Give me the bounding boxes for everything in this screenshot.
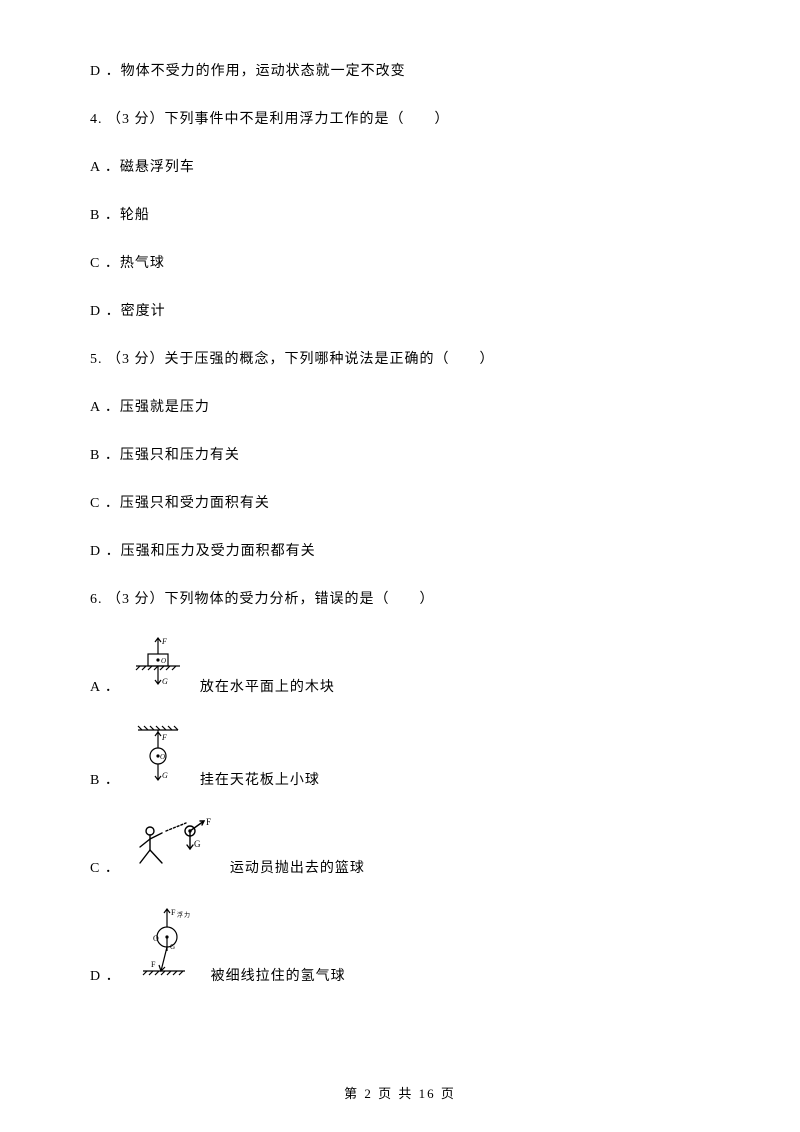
svg-text:G: G xyxy=(162,677,169,686)
q6-opt-a-marker: A ． xyxy=(90,676,120,696)
q6-opt-b: B ． F xyxy=(90,724,710,789)
q6-opt-c-marker: C ． xyxy=(90,857,120,877)
q5-opt-a: A ．压强就是压力 xyxy=(90,396,710,416)
svg-text:O: O xyxy=(153,934,160,943)
svg-text:F: F xyxy=(161,733,168,742)
q6-opt-c: C ． xyxy=(90,817,710,877)
q6-opt-b-text: 挂在天花板上小球 xyxy=(200,769,320,789)
q6-opt-d-marker: D ． xyxy=(90,965,121,985)
q6-stem: 6. （3 分）下列物体的受力分析，错误的是（ ） xyxy=(90,588,710,608)
q4-opt-a: A ．磁悬浮列车 xyxy=(90,156,710,176)
hanging-ball-diagram: F O G xyxy=(128,724,188,789)
q5-opt-b: B ．压强只和压力有关 xyxy=(90,444,710,464)
q4-stem: 4. （3 分）下列事件中不是利用浮力工作的是（ ） xyxy=(90,108,710,128)
q4-opt-b: B ．轮船 xyxy=(90,204,710,224)
svg-text:F: F xyxy=(151,960,156,969)
q6-opt-a-text: 放在水平面上的木块 xyxy=(200,676,335,696)
svg-text:G: G xyxy=(170,943,176,951)
svg-text:F: F xyxy=(171,908,176,917)
q5-stem: 5. （3 分）关于压强的概念，下列哪种说法是正确的（ ） xyxy=(90,348,710,368)
thrown-ball-diagram: F G xyxy=(128,817,218,877)
svg-text:O: O xyxy=(161,657,167,665)
q6-opt-b-marker: B ． xyxy=(90,769,120,789)
svg-text:G: G xyxy=(194,839,202,849)
svg-text:浮力: 浮力 xyxy=(177,911,191,919)
page-footer: 第 2 页 共 16 页 xyxy=(0,1083,800,1102)
block-on-surface-diagram: F O G xyxy=(128,636,188,696)
q5-opt-c: C ．压强只和受力面积有关 xyxy=(90,492,710,512)
q6-opt-d: D ． F 浮力 O G xyxy=(90,905,710,985)
q6-opt-d-text: 被细线拉住的氢气球 xyxy=(211,965,346,985)
q6-opt-a: A ． F O xyxy=(90,636,710,696)
q3-opt-d: D ．物体不受力的作用，运动状态就一定不改变 xyxy=(90,60,710,80)
q4-opt-d: D ．密度计 xyxy=(90,300,710,320)
svg-text:G: G xyxy=(162,771,169,780)
page: D ．物体不受力的作用，运动状态就一定不改变 4. （3 分）下列事件中不是利用… xyxy=(0,0,800,1132)
svg-text:F: F xyxy=(206,817,212,827)
q5-opt-d: D ．压强和压力及受力面积都有关 xyxy=(90,540,710,560)
q6-opt-c-text: 运动员抛出去的篮球 xyxy=(230,857,365,877)
svg-text:O: O xyxy=(160,753,166,761)
svg-text:F: F xyxy=(161,637,168,646)
tethered-balloon-diagram: F 浮力 O G F xyxy=(129,905,199,985)
q4-opt-c: C ．热气球 xyxy=(90,252,710,272)
